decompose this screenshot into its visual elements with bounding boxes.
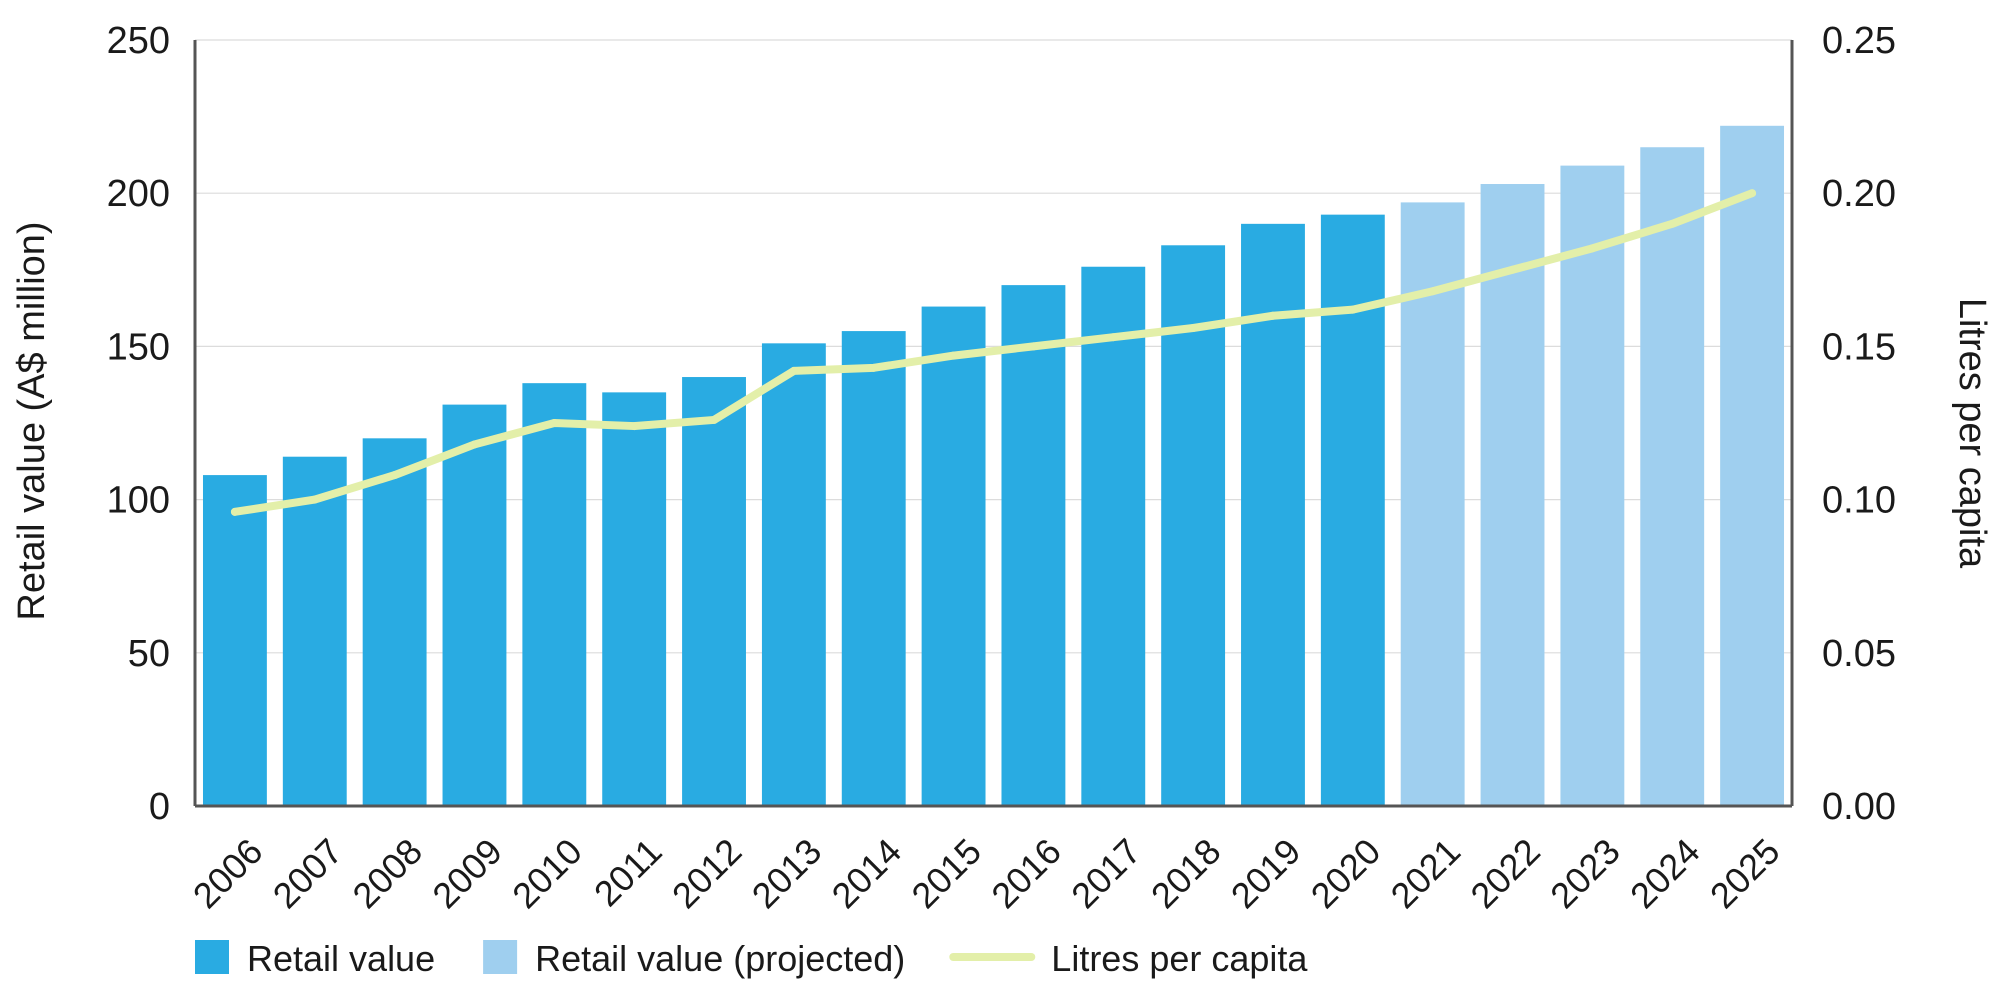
- bar-2007: [282, 456, 347, 806]
- grid-lines: [195, 39, 1792, 654]
- x-tick-label: 2015: [903, 830, 989, 916]
- bar-2012: [682, 377, 746, 806]
- x-tick-label: 2021: [1383, 830, 1469, 916]
- line-point-2021: [1428, 287, 1437, 296]
- line-point-2025: [1748, 189, 1757, 198]
- y2-axis-title: Litres per capita: [1951, 298, 1993, 569]
- bar-2015: [921, 306, 986, 806]
- bar-2022: [1480, 184, 1545, 806]
- y-tick-label: 50: [128, 633, 170, 675]
- y2-tick-label: 0.10: [1822, 480, 1896, 522]
- line-litres-per-capita: [230, 189, 1757, 516]
- legend-label-0: Retail value: [247, 938, 435, 979]
- x-tick-label: 2012: [664, 830, 750, 916]
- x-tick-label: 2019: [1223, 830, 1309, 916]
- x-tick-label: 2018: [1143, 830, 1229, 916]
- x-tick-label: 2007: [265, 830, 351, 916]
- y-axis-title: Retail value (A$ million): [11, 221, 53, 620]
- x-tick-label: 2016: [983, 830, 1069, 916]
- y-tick-label: 200: [107, 173, 170, 215]
- bar-2023: [1560, 165, 1625, 806]
- bar-2016: [1001, 285, 1066, 806]
- line-point-2014: [869, 363, 878, 372]
- bar-2014: [841, 331, 906, 806]
- line-point-2010: [550, 419, 559, 427]
- line-point-2024: [1668, 219, 1677, 228]
- line-point-2015: [949, 351, 958, 360]
- line-point-2020: [1348, 305, 1357, 314]
- bar-2010: [522, 383, 587, 806]
- x-tick-label: 2006: [185, 830, 271, 916]
- bar-2006: [202, 475, 267, 806]
- legend-swatch-1: [483, 940, 518, 974]
- bar-2013: [761, 343, 826, 806]
- x-tick-label: 2023: [1542, 830, 1628, 916]
- x-tick-label: 2024: [1622, 830, 1708, 916]
- x-tick-label: 2014: [824, 830, 910, 916]
- legend: Retail value Retail value (projected) Litr…: [195, 938, 1308, 979]
- x-tick-label: 2013: [744, 830, 830, 916]
- line-point-2006: [230, 507, 239, 516]
- line-point-2011: [630, 422, 639, 431]
- bar-2024: [1640, 147, 1705, 807]
- bar-2011: [602, 392, 667, 806]
- x-tick-label: 2017: [1063, 830, 1149, 916]
- line-point-2022: [1508, 265, 1517, 274]
- x-tick-label: 2022: [1462, 830, 1548, 916]
- bar-2008: [362, 438, 427, 806]
- y2-tick-label: 0.00: [1822, 786, 1896, 828]
- y2-tick-label: 0.05: [1822, 633, 1896, 675]
- bar-2017: [1081, 266, 1146, 807]
- y2-tick-label: 0.20: [1822, 173, 1896, 215]
- line-point-2018: [1189, 324, 1198, 333]
- line-point-2017: [1109, 333, 1118, 342]
- axes: [193, 40, 1794, 808]
- y-tick-label: 250: [107, 20, 170, 62]
- x-tick-label: 2020: [1303, 830, 1389, 916]
- bars: [202, 125, 1785, 807]
- y2-tick-label: 0.15: [1822, 326, 1896, 368]
- x-tick-label: 2011: [586, 830, 670, 914]
- line-point-2013: [789, 366, 798, 375]
- line-point-2016: [1029, 342, 1038, 351]
- line-point-2023: [1588, 244, 1597, 253]
- legend-label-1: Retail value (projected): [535, 938, 905, 979]
- bar-2009: [442, 404, 507, 806]
- line-point-2008: [390, 471, 399, 480]
- bar-2025: [1720, 125, 1785, 807]
- line-point-2012: [710, 415, 719, 424]
- x-tick-label: 2009: [424, 830, 510, 916]
- x-tick-label: 2010: [504, 830, 590, 916]
- bar-2021: [1400, 202, 1465, 807]
- line-point-2007: [310, 495, 319, 504]
- line-point-2009: [470, 440, 479, 449]
- y-tick-label: 100: [107, 480, 170, 522]
- line-series: [230, 189, 1757, 516]
- y-tick-label: 150: [107, 326, 170, 368]
- line-point-2019: [1268, 311, 1277, 320]
- legend-swatch-0: [195, 940, 229, 974]
- bar-2018: [1161, 245, 1226, 807]
- legend-label-2: Litres per capita: [1051, 938, 1308, 979]
- y-tick-label: 0: [149, 786, 170, 828]
- y2-tick-label: 0.25: [1822, 20, 1896, 62]
- x-tick-label: 2025: [1702, 830, 1788, 916]
- x-tick-label: 2008: [344, 830, 430, 916]
